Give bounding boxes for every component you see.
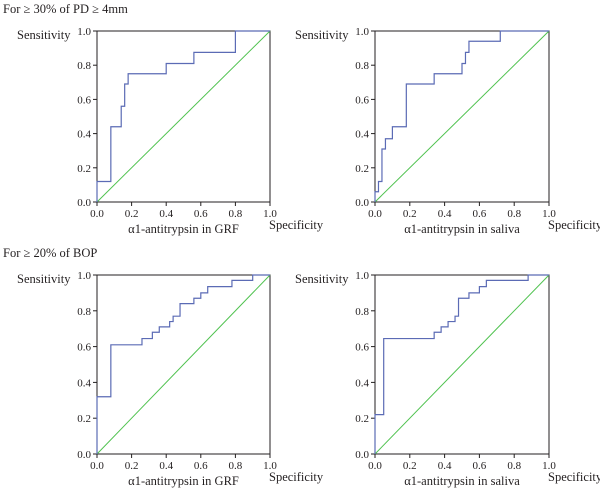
x-tick-label: 0.2 bbox=[125, 460, 139, 472]
reference-line-0 bbox=[96, 30, 271, 203]
y-tick-label: 0.6 bbox=[77, 342, 91, 354]
y-tick-label: 0.4 bbox=[77, 129, 91, 141]
section-title-pd: For ≥ 30% of PD ≥ 4mm bbox=[3, 2, 128, 16]
x-tick-label: 0.0 bbox=[90, 208, 104, 220]
y-tick-label: 0.0 bbox=[355, 449, 369, 461]
roc-curve-3 bbox=[374, 274, 549, 454]
roc-curve-0 bbox=[96, 30, 270, 202]
x-tick-label: 1.0 bbox=[263, 208, 277, 220]
y-tick-label: 0.4 bbox=[77, 377, 91, 389]
x-tick-label: 0.4 bbox=[159, 208, 173, 220]
y-tick-label: 0.6 bbox=[355, 342, 369, 354]
y-tick-label: 0.6 bbox=[355, 94, 369, 106]
section-title-bop: For ≥ 20% of BOP bbox=[3, 246, 98, 260]
corner-axis-label: Specificity bbox=[269, 218, 324, 232]
roc-curve-2 bbox=[96, 274, 270, 454]
y-axis-label: Sensitivity bbox=[295, 28, 349, 42]
x-tick-label: 0.6 bbox=[473, 208, 487, 220]
plot-frame-1 bbox=[374, 30, 550, 203]
y-tick-label: 0.8 bbox=[355, 60, 369, 72]
y-tick-label: 0.4 bbox=[355, 129, 369, 141]
x-tick-label: 1.0 bbox=[542, 208, 556, 220]
reference-line-3 bbox=[374, 274, 550, 455]
y-axis-label: Sensitivity bbox=[17, 272, 71, 286]
x-tick-label: 0.6 bbox=[194, 208, 208, 220]
x-tick-label: 0.4 bbox=[159, 460, 173, 472]
corner-axis-label: Specificity bbox=[269, 470, 324, 484]
corner-axis-label: Specificity bbox=[548, 470, 600, 484]
x-tick-label: 1.0 bbox=[542, 460, 556, 472]
y-tick-label: 0.2 bbox=[355, 413, 369, 425]
x-tick-label: 0.0 bbox=[90, 460, 104, 472]
y-tick-label: 0.8 bbox=[77, 60, 91, 72]
x-axis-label: α1-antitrypsin in GRF bbox=[128, 222, 239, 236]
y-tick-label: 0.4 bbox=[355, 377, 369, 389]
x-tick-label: 0.4 bbox=[438, 460, 452, 472]
y-tick-label: 0.6 bbox=[77, 94, 91, 106]
x-tick-label: 0.2 bbox=[403, 208, 417, 220]
y-axis-label: Sensitivity bbox=[17, 28, 71, 42]
x-tick-label: 0.2 bbox=[403, 460, 417, 472]
reference-line-1 bbox=[374, 30, 550, 203]
x-tick-label: 0.8 bbox=[507, 460, 521, 472]
y-tick-label: 0.0 bbox=[355, 197, 369, 209]
plot-frame-3 bbox=[374, 274, 550, 455]
x-axis-label: α1-antitrypsin in GRF bbox=[128, 474, 239, 488]
y-tick-label: 0.8 bbox=[355, 306, 369, 318]
plot-frame-2 bbox=[96, 274, 271, 455]
reference-line-2 bbox=[96, 274, 271, 455]
x-tick-label: 0.8 bbox=[229, 208, 243, 220]
y-tick-label: 1.0 bbox=[77, 26, 91, 38]
y-axis-label: Sensitivity bbox=[295, 272, 349, 286]
x-tick-label: 0.8 bbox=[229, 460, 243, 472]
corner-axis-label: Specificity bbox=[548, 218, 600, 232]
y-tick-label: 0.2 bbox=[355, 163, 369, 175]
y-tick-label: 0.2 bbox=[77, 163, 91, 175]
x-tick-label: 0.0 bbox=[368, 208, 382, 220]
y-tick-label: 1.0 bbox=[77, 270, 91, 282]
y-tick-label: 0.0 bbox=[77, 197, 91, 209]
x-tick-label: 0.2 bbox=[125, 208, 139, 220]
x-axis-label: α1-antitrypsin in saliva bbox=[404, 474, 520, 488]
x-axis-label: α1-antitrypsin in saliva bbox=[404, 222, 520, 236]
y-tick-label: 0.0 bbox=[77, 449, 91, 461]
x-tick-label: 1.0 bbox=[263, 460, 277, 472]
x-tick-label: 0.4 bbox=[438, 208, 452, 220]
y-tick-label: 1.0 bbox=[355, 270, 369, 282]
y-tick-label: 1.0 bbox=[355, 26, 369, 38]
x-tick-label: 0.0 bbox=[368, 460, 382, 472]
y-tick-label: 0.8 bbox=[77, 306, 91, 318]
y-tick-label: 0.2 bbox=[77, 413, 91, 425]
roc-curve-1 bbox=[374, 30, 549, 202]
x-tick-label: 0.6 bbox=[194, 460, 208, 472]
plot-frame-0 bbox=[96, 30, 271, 203]
x-tick-label: 0.8 bbox=[507, 208, 521, 220]
x-tick-label: 0.6 bbox=[473, 460, 487, 472]
